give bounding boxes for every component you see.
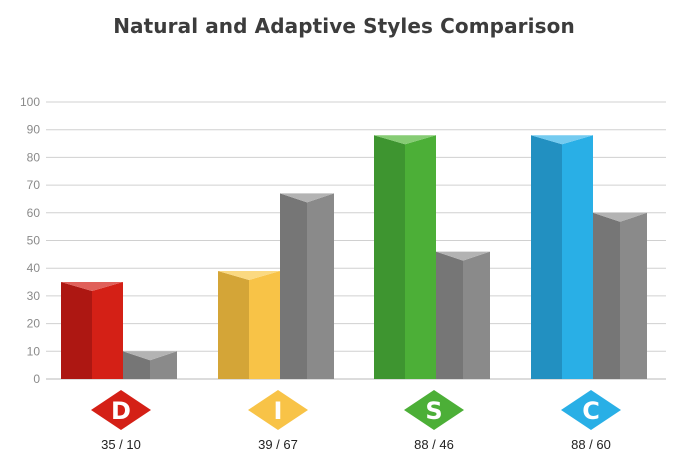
category-letter: C <box>582 397 600 425</box>
y-tick-label: 10 <box>27 344 41 358</box>
y-tick-label: 60 <box>27 206 41 220</box>
category-letter: I <box>274 397 283 425</box>
y-tick-label: 80 <box>27 150 41 164</box>
bar-s-adaptive <box>436 251 490 379</box>
y-tick-label: 100 <box>20 95 40 109</box>
category-letter: S <box>425 397 442 425</box>
y-tick-label: 20 <box>27 317 41 331</box>
category-letter: D <box>111 397 131 425</box>
category-badge-s: S <box>404 390 464 430</box>
category-badge-i: I <box>248 390 308 430</box>
data-label: 88 / 60 <box>571 437 611 452</box>
bar-i-adaptive <box>280 193 334 379</box>
data-label: 35 / 10 <box>101 437 141 452</box>
data-label: 88 / 46 <box>414 437 454 452</box>
bar-s-natural <box>374 135 436 379</box>
bars-layer <box>61 135 647 379</box>
category-badge-c: C <box>561 390 621 430</box>
y-tick-label: 0 <box>33 372 40 386</box>
bar-i-natural <box>218 270 280 379</box>
category-labels: D 35 / 10 I 39 / 67 S 88 / 46 C 88 / 60 <box>91 390 621 452</box>
bar-d-natural <box>61 282 123 379</box>
bar-c-natural <box>531 135 593 379</box>
y-tick-label: 30 <box>27 289 41 303</box>
y-tick-label: 40 <box>27 261 41 275</box>
chart-title: Natural and Adaptive Styles Comparison <box>113 14 575 38</box>
y-tick-label: 70 <box>27 178 41 192</box>
y-tick-label: 50 <box>27 234 41 248</box>
data-label: 39 / 67 <box>258 437 298 452</box>
bar-d-adaptive <box>123 351 177 379</box>
bar-c-adaptive <box>593 212 647 379</box>
category-badge-d: D <box>91 390 151 430</box>
y-tick-label: 90 <box>27 123 41 137</box>
